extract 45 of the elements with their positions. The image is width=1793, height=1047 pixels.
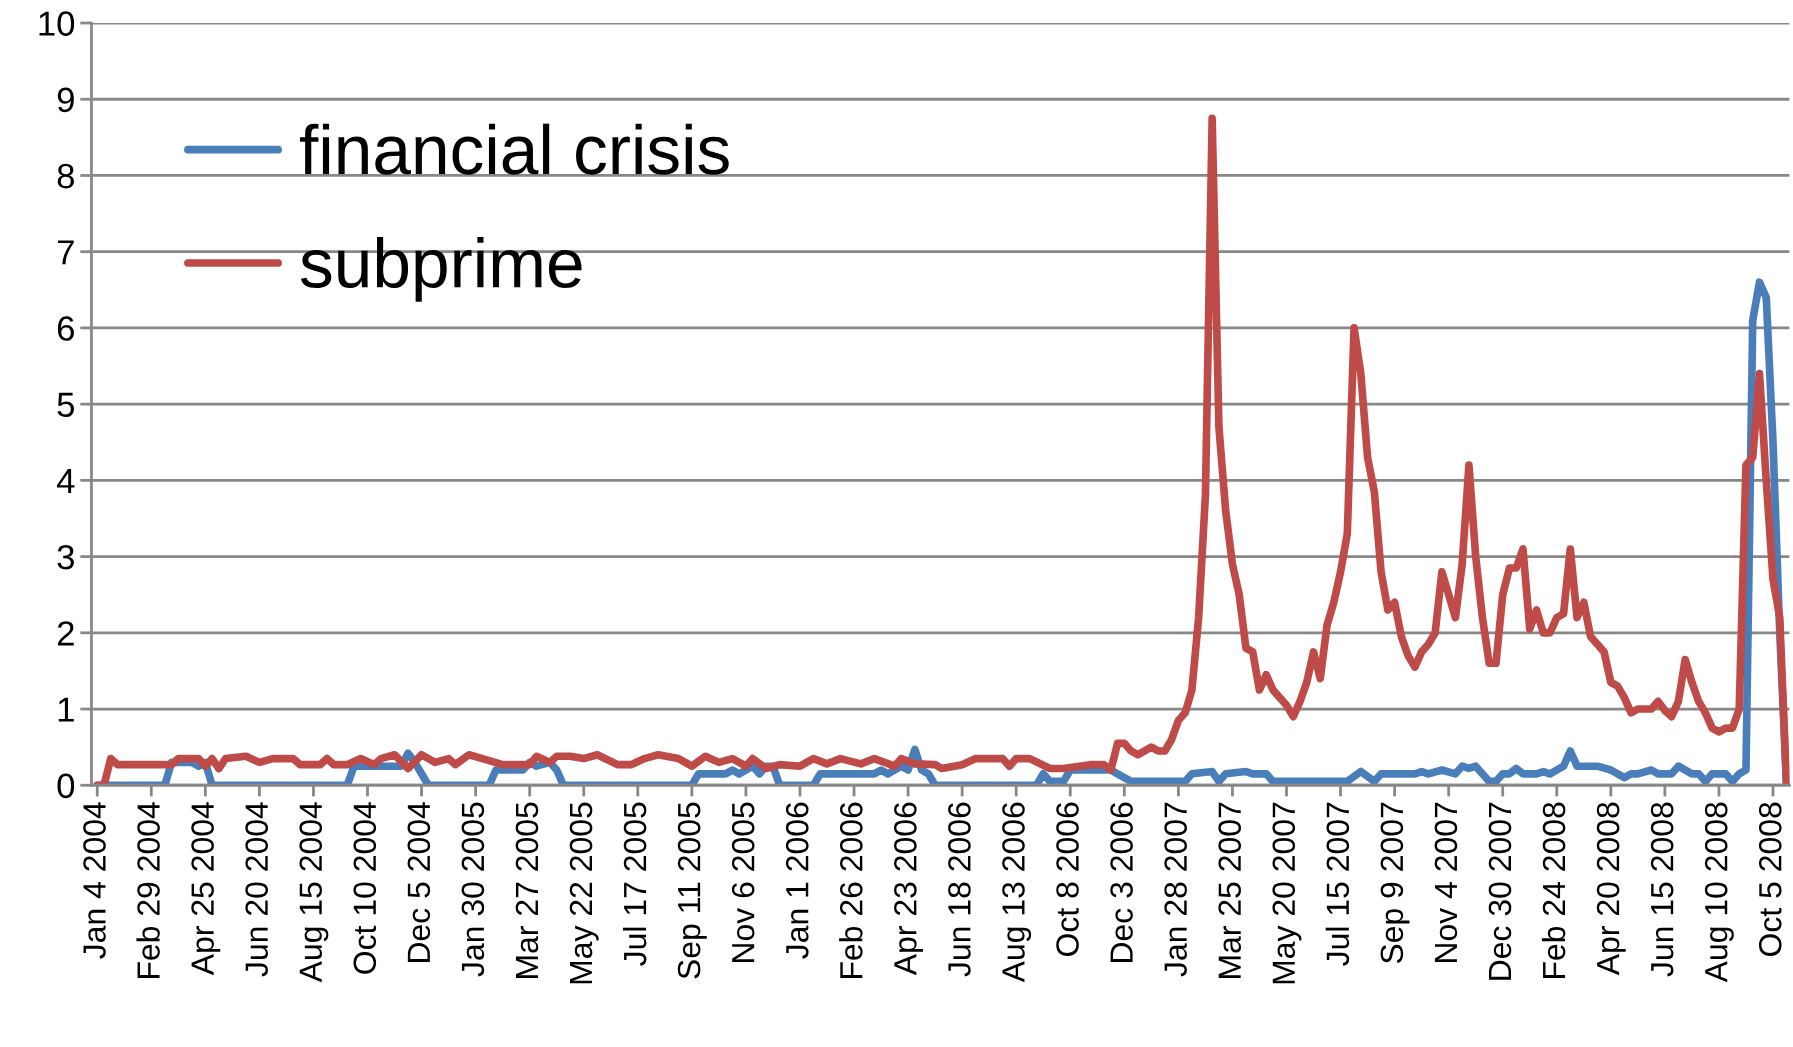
y-tick-label: 8 <box>57 163 74 189</box>
y-tick-label: 7 <box>57 240 74 265</box>
x-tick-label: Jun 15 2008 <box>1650 802 1674 977</box>
x-tick-label: Jul 17 2005 <box>622 802 647 966</box>
y-tick-label: 5 <box>57 392 75 418</box>
x-tick-label: Aug 10 2008 <box>1704 802 1734 983</box>
x-tick-label: Feb 26 2006 <box>839 802 863 978</box>
x-tick-label: Aug 15 2004 <box>299 802 329 983</box>
x-tick-label: Oct 8 2006 <box>1056 802 1079 956</box>
y-tick-label: 10 <box>39 11 75 36</box>
x-tick-label: Jan 30 2005 <box>461 802 485 977</box>
y-tick-label: 0 <box>57 773 75 799</box>
x-tick-label: Feb 29 2004 <box>136 802 160 978</box>
x-tick-label: Apr 23 2006 <box>894 802 923 976</box>
x-tick-label: Oct 5 2008 <box>1758 802 1782 956</box>
x-tick-label: May 22 2005 <box>569 802 599 984</box>
x-tick-label: Mar 27 2005 <box>515 802 539 978</box>
x-tick-label: Jun 18 2006 <box>948 802 971 977</box>
x-tick-label: Jan 1 2006 <box>785 802 809 959</box>
x-tick-label: Jan 4 2004 <box>83 802 106 959</box>
x-tick-label: Aug 13 2006 <box>1002 802 1032 983</box>
y-tick-label: 3 <box>57 544 74 570</box>
x-tick-label: Jun 20 2004 <box>245 802 268 977</box>
y-tick-label: 2 <box>57 621 74 646</box>
x-tick-label: Nov 4 2007 <box>1434 802 1458 962</box>
legend-label: subprime <box>300 236 582 302</box>
x-tick-label: Dec 3 2006 <box>1110 802 1133 962</box>
x-tick-label: Jul 15 2007 <box>1325 802 1350 966</box>
x-tick-label: Apr 25 2004 <box>191 802 221 976</box>
x-tick-label: Feb 24 2008 <box>1541 802 1566 978</box>
y-tick-label: 9 <box>57 87 74 113</box>
y-tick-label: 4 <box>56 469 75 493</box>
x-tick-label: May 20 2007 <box>1272 802 1302 984</box>
y-tick-label: 1 <box>58 697 74 722</box>
legend-label: financial crisis <box>300 123 729 175</box>
x-tick-label: Dec 30 2007 <box>1488 802 1512 980</box>
x-tick-label: Sep 9 2007 <box>1380 802 1410 964</box>
x-tick-label: Mar 25 2007 <box>1218 802 1242 978</box>
y-tick-label: 6 <box>57 316 74 341</box>
x-tick-label: Jan 28 2007 <box>1164 802 1187 977</box>
x-tick-label: Nov 6 2005 <box>731 802 755 962</box>
x-tick-label: Oct 10 2004 <box>353 802 377 974</box>
x-tick-label: Apr 20 2008 <box>1596 802 1626 976</box>
x-tick-label: Dec 5 2004 <box>407 802 431 962</box>
x-tick-label: Sep 11 2005 <box>677 802 707 979</box>
